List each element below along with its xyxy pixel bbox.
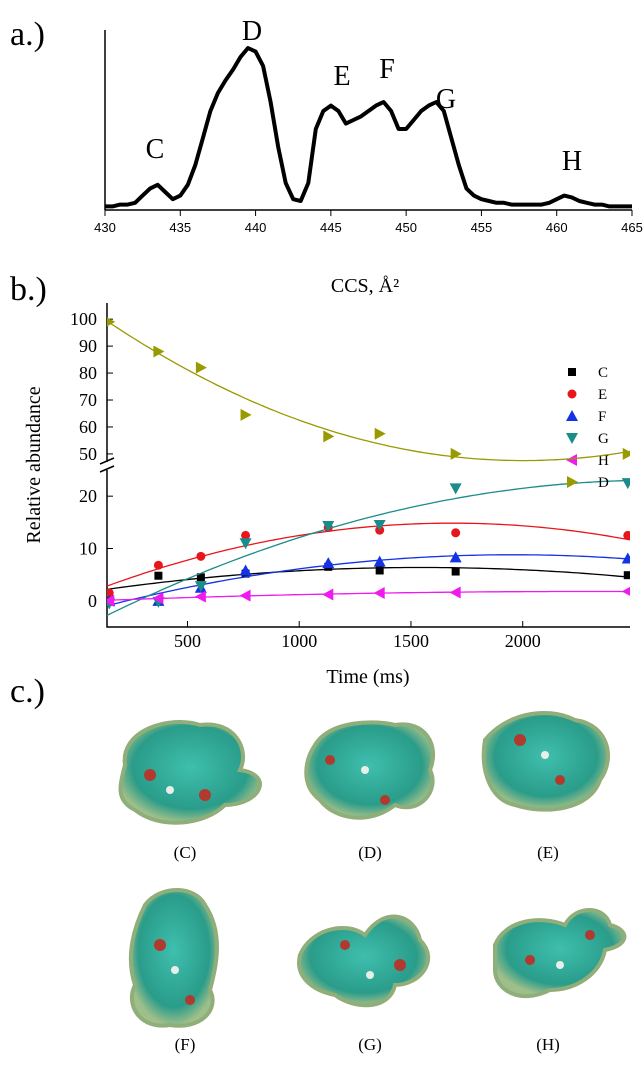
y-tick-label: 20 xyxy=(79,486,97,506)
point xyxy=(322,589,333,601)
y2-tick-label: 100 xyxy=(70,309,97,329)
legend-label: G xyxy=(598,431,609,447)
figure: a.) b.) c.) (C) (D) (E) (F) (G) (H) 430 4… xyxy=(0,0,644,1079)
x-tick-label: 1000 xyxy=(281,631,317,651)
legend-marker xyxy=(566,410,578,421)
x-tick-label: 465 xyxy=(621,220,643,235)
peak-label: C xyxy=(146,134,165,165)
page: {"chart_data": [ {"type": "line", "panel… xyxy=(0,0,644,1079)
x-tick-label: 2000 xyxy=(505,631,541,651)
peak-label: F xyxy=(379,54,395,85)
point xyxy=(154,561,163,570)
point xyxy=(323,430,334,442)
point xyxy=(623,448,634,460)
point xyxy=(374,587,385,599)
structure-label: (E) xyxy=(537,843,559,862)
legend-marker xyxy=(568,390,577,399)
point xyxy=(240,590,251,602)
point xyxy=(376,566,384,574)
point xyxy=(622,552,634,563)
peak-label: D xyxy=(242,16,262,47)
point xyxy=(624,571,632,579)
molecule xyxy=(121,722,260,823)
peak-label: H xyxy=(562,146,582,177)
point xyxy=(623,531,632,540)
point xyxy=(241,409,252,421)
point xyxy=(451,448,462,460)
panel-label: c.) xyxy=(10,673,45,710)
point xyxy=(450,551,462,562)
legend-marker xyxy=(566,433,578,444)
legend-label: D xyxy=(598,475,609,491)
x-tick-label: 445 xyxy=(320,220,342,235)
point xyxy=(240,538,252,549)
y2-tick-label: 90 xyxy=(79,336,97,356)
y2-tick-label: 70 xyxy=(79,390,97,410)
point xyxy=(622,478,634,489)
molecule xyxy=(484,713,608,810)
point xyxy=(375,428,386,440)
point xyxy=(450,483,462,494)
y2-tick-label: 50 xyxy=(79,444,97,464)
y-axis-label: Relative abundance xyxy=(23,386,45,543)
axis-frame xyxy=(107,303,630,627)
series xyxy=(105,523,633,597)
series xyxy=(104,316,634,461)
x-axis-label: Time (ms) xyxy=(326,666,409,688)
structure-label: (D) xyxy=(358,843,382,862)
x-tick-label: 455 xyxy=(471,220,493,235)
fit-curve xyxy=(107,481,630,616)
point xyxy=(452,568,460,576)
legend-label: C xyxy=(598,365,608,381)
panel-label: b.) xyxy=(10,271,47,308)
x-tick-label: 450 xyxy=(395,220,417,235)
fit-curve xyxy=(107,321,630,461)
x-tick-label: 435 xyxy=(169,220,191,235)
x-tick-label: 1500 xyxy=(393,631,429,651)
point xyxy=(450,586,461,598)
series xyxy=(103,478,634,615)
point xyxy=(622,585,633,597)
trace xyxy=(105,48,632,206)
point xyxy=(322,557,334,568)
point xyxy=(240,564,252,575)
structure-label: (G) xyxy=(358,1035,382,1054)
y2-tick-label: 80 xyxy=(79,363,97,383)
molecule xyxy=(495,910,624,996)
legend-label: F xyxy=(598,409,606,425)
x-tick-label: 430 xyxy=(94,220,116,235)
molecule xyxy=(306,722,433,817)
x-tick-label: 460 xyxy=(546,220,568,235)
legend-marker xyxy=(566,454,577,466)
point xyxy=(196,552,205,561)
x-tick-label: 440 xyxy=(245,220,267,235)
molecule-images xyxy=(121,713,625,1026)
molecule xyxy=(131,890,217,1026)
peak-label: G xyxy=(436,84,456,115)
x-tick-label: 500 xyxy=(174,631,201,651)
structure-label: (C) xyxy=(174,843,197,862)
legend-marker xyxy=(567,476,578,488)
legend-label: E xyxy=(598,387,607,403)
point xyxy=(196,362,207,374)
series xyxy=(105,563,632,600)
chart-title: CCS, Å² xyxy=(331,275,399,297)
y-tick-label: 0 xyxy=(88,591,97,611)
point xyxy=(154,572,162,580)
panel-label: a.) xyxy=(10,16,45,53)
legend-marker xyxy=(568,368,576,376)
structure-label: (F) xyxy=(175,1035,196,1054)
molecule xyxy=(299,916,428,1005)
peak-label: E xyxy=(333,61,350,92)
y-tick-label: 10 xyxy=(79,539,97,559)
structure-label: (H) xyxy=(536,1035,560,1054)
y2-tick-label: 60 xyxy=(79,417,97,437)
point xyxy=(451,528,460,537)
fit-curve xyxy=(107,592,630,601)
fit-curve xyxy=(107,568,630,590)
